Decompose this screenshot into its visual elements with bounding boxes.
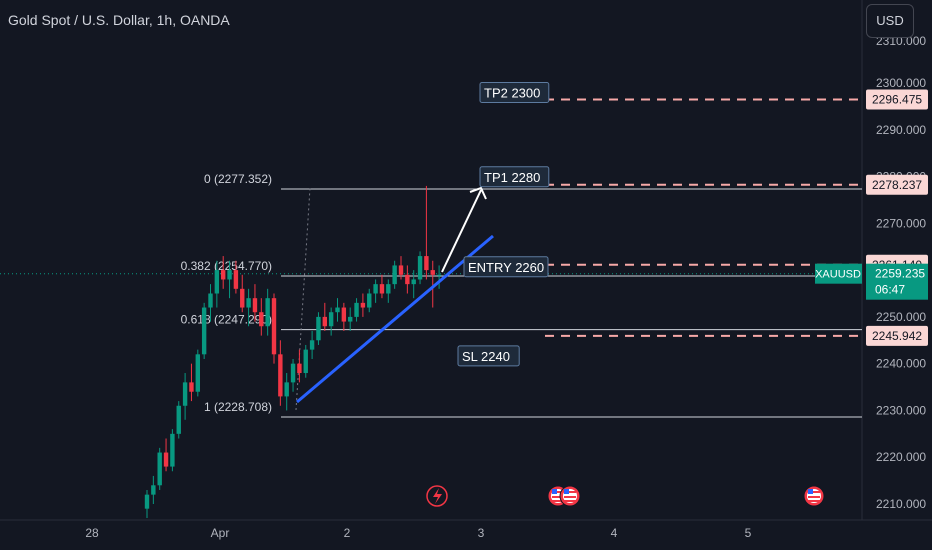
candle-body [360,302,366,308]
current-price-tag: XAUUSD 2259.235 06:47 [815,263,928,300]
candle-body [259,312,264,327]
candle-body [309,340,315,350]
time-tick-label: 5 [745,526,752,540]
price-tag-text: 2245.942 [872,329,922,343]
fib-level-label: 1 (2228.708) [204,400,272,414]
candle-body [290,363,296,383]
symbol-tag-text: XAUUSD [815,269,861,281]
candle-body [392,265,397,285]
annotation-label: TP1 2280 [484,170,540,185]
candle-body [278,354,283,397]
time-tick-label: 2 [344,526,351,540]
trade-levels[interactable]: TP2 2300 TP1 2280 ENTRY 2260 SL 2240 [457,81,862,367]
projection-arrow[interactable] [441,186,487,273]
candle-body [303,349,308,374]
candle-body [271,298,277,355]
current-price-box [866,263,928,300]
price-tag-text: 2278.237 [872,178,922,192]
time-tick-label: Apr [211,526,230,540]
fib-retracement[interactable]: 0 (2277.352) 0.382 (2254.770) 0.618 (2247.… [181,172,862,418]
candle-body [417,256,423,280]
candle-body [252,298,258,313]
candle-body [411,279,416,285]
annotation-label: TP2 2300 [484,85,540,100]
candle-body [157,452,162,486]
candle-body [354,302,359,317]
candle-body [163,452,169,467]
candle-body [328,312,334,327]
price-tag-text: 2296.475 [872,92,922,106]
candle-body [208,293,213,308]
currency-button[interactable]: USD [866,4,914,38]
price-tick-label: 2220.000 [876,450,926,464]
price-tick-label: 2300.000 [876,76,926,90]
symbol-tag [815,263,862,284]
chart-title: Gold Spot / U.S. Dollar, 1h, OANDA [8,12,230,28]
time-axis[interactable]: 28 Apr 2 3 4 5 [85,526,751,540]
candle-body [195,354,200,392]
candle-body [170,433,175,467]
candle-body [405,274,410,285]
time-tick-label: 3 [478,526,485,540]
price-tick-label: 2210.000 [876,497,926,511]
candle-body [424,256,429,271]
annotation-box[interactable] [463,256,549,278]
candle-body [297,363,302,374]
fib-trend-line [295,187,311,411]
event-icons[interactable] [426,485,825,507]
candle-body [240,288,245,308]
annotation-box[interactable] [479,166,550,188]
candle-body [386,284,391,294]
candle-body [284,382,289,397]
price-tick-label: 2240.000 [876,357,926,371]
time-tick-label: 28 [85,526,99,540]
lightning-event-icon[interactable] [426,485,448,507]
candle-body [227,270,232,280]
fib-level-label: 0 (2277.352) [204,172,272,186]
candle-body [398,265,404,275]
annotation-box[interactable] [457,345,520,367]
candle-body [430,270,435,275]
candle-body [144,494,150,509]
candle-body [436,274,442,276]
support-trendline[interactable] [296,234,494,404]
price-tag-box [866,174,928,195]
candle-body [151,485,156,495]
candle-body [265,298,270,327]
fib-level-label: 0.618 (2247.290) [181,313,272,327]
candle-body [233,270,239,289]
candle-body [201,307,207,355]
fib-level-label: 0.382 (2254.770) [181,259,272,273]
us-flag-event-icon-2[interactable] [559,485,581,507]
countdown-text: 06:47 [875,283,905,297]
price-tag-box [866,89,928,110]
candle-body [335,307,340,313]
annotation-label: ENTRY 2260 [468,260,544,275]
candle-body [316,316,321,341]
annotation-box[interactable] [479,81,550,103]
price-tick-label: 2250.000 [876,310,926,324]
annotation-label: SL 2240 [462,349,510,364]
candle-body [379,284,385,294]
price-tick-label: 2270.000 [876,216,926,230]
time-tick-label: 4 [611,526,618,540]
price-tick-label: 2230.000 [876,403,926,417]
candlestick-series [144,185,442,519]
candle-body [221,270,226,280]
candle-body [246,298,251,308]
candle-body [341,307,347,322]
candle-body [348,316,353,322]
us-flag-event-icon-3[interactable] [803,485,825,507]
candle-body [182,382,188,406]
candle-body [176,405,181,434]
candle-body [367,293,372,308]
candle-body [322,316,327,327]
candle-body [373,284,378,294]
candle-body [214,270,220,294]
candle-body [189,382,194,392]
price-tick-label: 2290.000 [876,123,926,137]
price-tag-box [866,325,928,346]
current-price-text: 2259.235 [875,267,925,281]
